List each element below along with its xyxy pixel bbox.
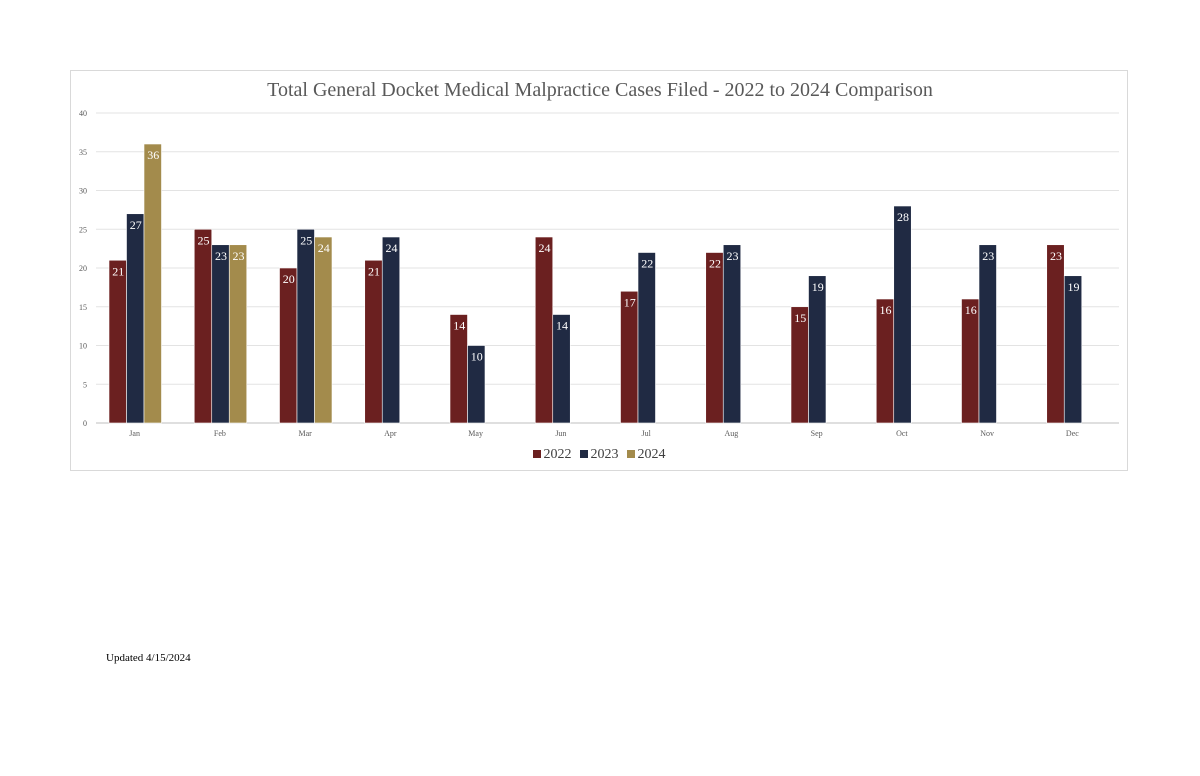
data-label: 16	[880, 303, 892, 317]
y-tick-label: 5	[83, 380, 87, 389]
chart-legend: 2022 2023 2024	[71, 447, 1127, 463]
data-label: 27	[130, 218, 142, 232]
bar-2023-Sep	[808, 275, 827, 424]
data-label: 22	[641, 257, 653, 271]
data-label: 19	[812, 280, 824, 294]
data-labels: 21 27 36 25 23 23 20 25 24 21 24 14 10 24 14 17 22 22 23 15…	[112, 148, 1079, 364]
legend-item: 2024	[626, 447, 666, 463]
x-tick-label: Apr	[384, 429, 397, 438]
bar-2022-Feb	[193, 228, 213, 424]
bar-2022-Dec	[1046, 244, 1065, 424]
gridlines	[96, 112, 1119, 424]
bar-2022-Jul	[620, 290, 639, 424]
data-label: 24	[318, 241, 330, 255]
bar-2024-Mar	[314, 236, 333, 424]
data-label: 20	[283, 272, 295, 286]
bar-2022-Nov	[961, 298, 980, 424]
y-axis-ticks: 0 5 10 15 20 25 30 35 40	[79, 109, 87, 428]
bar-2023-Mar	[296, 228, 315, 424]
legend-swatch	[579, 450, 588, 458]
x-tick-label: Oct	[896, 429, 908, 438]
bar-2023-Apr	[381, 236, 401, 424]
bar-2022-Mar	[279, 267, 298, 424]
data-label: 23	[215, 249, 227, 263]
x-tick-label: Jun	[555, 429, 566, 438]
y-tick-label: 35	[79, 148, 87, 157]
data-label: 22	[709, 257, 721, 271]
legend-swatch	[626, 450, 635, 458]
data-label: 23	[1050, 249, 1062, 263]
bar-2023-Jun	[552, 314, 571, 424]
bar-2023-Nov	[978, 244, 997, 424]
updated-note: Updated 4/15/2024	[106, 652, 191, 664]
data-label: 23	[233, 249, 245, 263]
bar-2024-Feb	[228, 244, 248, 424]
y-tick-label: 0	[83, 419, 87, 428]
legend-item: 2023	[579, 447, 619, 463]
data-label: 25	[300, 233, 312, 247]
bar-2022-Apr	[364, 259, 383, 424]
bar-2024-Jan	[143, 143, 162, 424]
y-tick-label: 30	[79, 187, 87, 196]
bars	[108, 143, 1083, 424]
chart-container: Total General Docket Medical Malpractice…	[70, 70, 1128, 471]
data-label: 16	[965, 303, 977, 317]
legend-label: 2024	[637, 447, 666, 462]
legend-swatch	[532, 450, 541, 458]
x-tick-label: Dec	[1066, 429, 1079, 438]
data-label: 14	[453, 319, 465, 333]
bar-2023-Jul	[637, 252, 656, 424]
x-tick-label: Nov	[980, 429, 994, 438]
x-tick-label: Aug	[724, 429, 738, 438]
legend-label: 2023	[590, 447, 619, 462]
y-tick-label: 25	[79, 225, 87, 234]
x-tick-label: Jul	[641, 429, 651, 438]
bar-2022-Jun	[534, 236, 554, 424]
bar-chart: Total General Docket Medical Malpractice…	[79, 79, 1119, 438]
y-tick-label: 20	[79, 264, 87, 273]
legend-item: 2022	[532, 447, 572, 463]
bar-2022-Aug	[705, 252, 724, 424]
data-label: 36	[147, 148, 159, 162]
data-label: 14	[556, 319, 568, 333]
y-tick-label: 15	[79, 303, 87, 312]
data-label: 19	[1068, 280, 1080, 294]
legend-label: 2022	[543, 447, 572, 462]
data-label: 24	[539, 241, 551, 255]
data-label: 24	[386, 241, 398, 255]
chart-title: Total General Docket Medical Malpractice…	[267, 79, 933, 101]
data-label: 17	[624, 295, 636, 309]
data-label: 15	[794, 311, 806, 325]
bar-2022-Jan	[108, 259, 127, 424]
x-tick-label: Jan	[129, 429, 140, 438]
data-label: 21	[368, 264, 380, 278]
data-label: 28	[897, 210, 909, 224]
data-label: 25	[198, 233, 210, 247]
x-axis-ticks: Jan Feb Mar Apr May Jun Jul Aug Sep Oct Nov Dec	[129, 429, 1079, 438]
x-tick-label: Feb	[214, 429, 226, 438]
x-tick-label: Sep	[811, 429, 823, 438]
bar-2023-Feb	[211, 244, 230, 424]
data-label: 21	[112, 264, 124, 278]
x-tick-label: Mar	[298, 429, 312, 438]
data-label: 23	[727, 249, 739, 263]
bar-2023-Dec	[1063, 275, 1083, 424]
bar-2023-Jan	[126, 213, 145, 424]
data-label: 10	[471, 350, 483, 364]
data-label: 23	[982, 249, 994, 263]
bar-2023-May	[467, 345, 486, 424]
x-tick-label: May	[468, 429, 483, 438]
bar-2022-Oct	[875, 298, 895, 424]
y-tick-label: 10	[79, 342, 87, 351]
y-tick-label: 40	[79, 109, 87, 118]
bar-2023-Aug	[722, 244, 742, 424]
bar-2023-Oct	[893, 205, 912, 424]
